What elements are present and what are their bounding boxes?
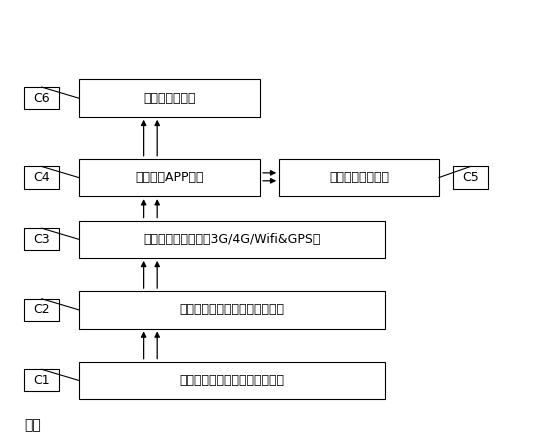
Bar <box>24 228 60 250</box>
Text: C5: C5 <box>462 171 479 184</box>
Text: 数据上发至云端: 数据上发至云端 <box>143 92 196 105</box>
Text: C4: C4 <box>34 171 50 184</box>
Text: C1: C1 <box>34 374 50 387</box>
Bar <box>79 291 385 329</box>
Text: 应用软件APP模块: 应用软件APP模块 <box>135 171 204 184</box>
Text: C3: C3 <box>34 233 50 246</box>
Bar <box>24 299 60 321</box>
Bar <box>79 220 385 258</box>
Text: 图：: 图： <box>24 419 41 433</box>
Bar <box>24 369 60 392</box>
Bar <box>79 159 260 196</box>
Bar <box>24 87 60 109</box>
Text: 单种或多种气体联合检测组模块: 单种或多种气体联合检测组模块 <box>179 374 284 387</box>
Text: 智能移动终着设备（3G/4G/Wifi&GPS）: 智能移动终着设备（3G/4G/Wifi&GPS） <box>143 233 320 246</box>
Bar <box>24 166 60 189</box>
Text: 驱动移动设备报警: 驱动移动设备报警 <box>329 171 389 184</box>
Bar <box>279 159 439 196</box>
Text: 信号放大、采样和数据传输模块: 信号放大、采样和数据传输模块 <box>179 303 284 316</box>
Bar <box>79 362 385 399</box>
Text: C6: C6 <box>34 92 50 105</box>
Bar <box>453 166 488 189</box>
Text: C2: C2 <box>34 303 50 316</box>
Bar <box>79 79 260 117</box>
